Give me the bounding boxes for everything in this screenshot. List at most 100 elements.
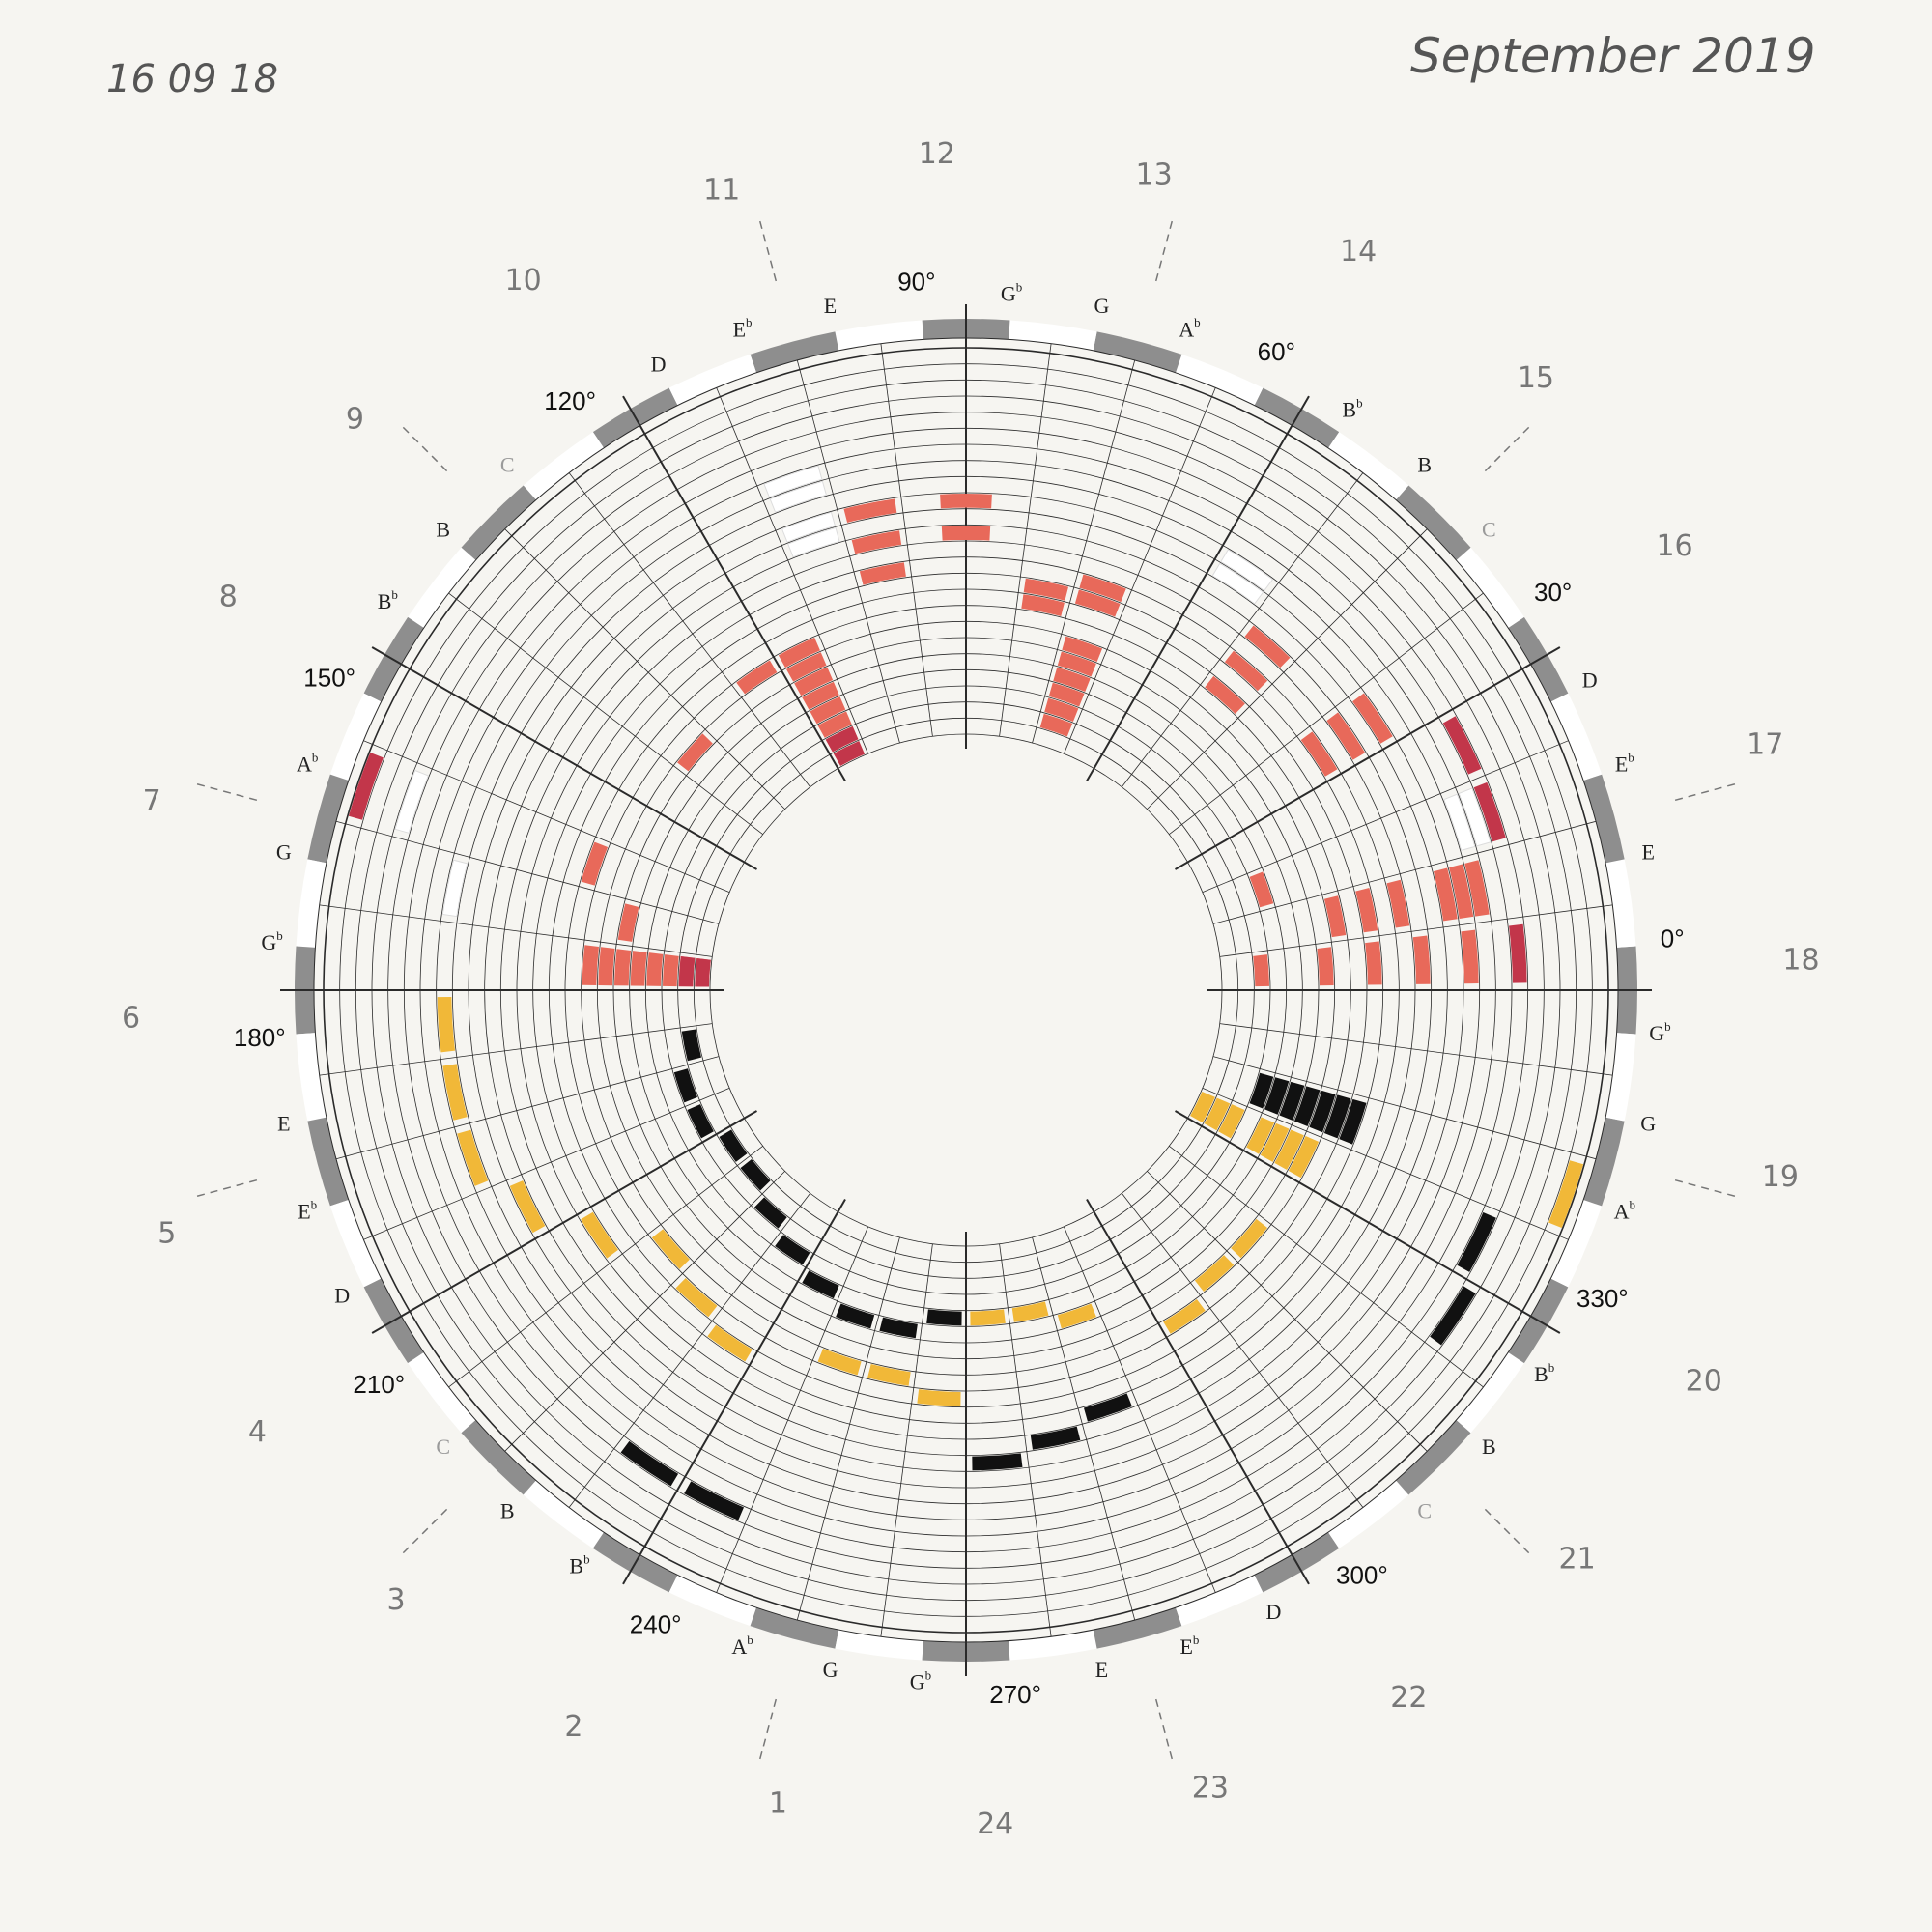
data-cell-white_mark	[1458, 787, 1492, 847]
radial-line	[796, 359, 900, 744]
data-cell-red	[1048, 682, 1085, 707]
scale-segment	[1009, 320, 1097, 351]
data-cell-red	[1079, 574, 1126, 603]
hour-label: 12	[919, 137, 955, 171]
data-cell-black	[1430, 1286, 1476, 1346]
data-cell-white_mark	[763, 465, 823, 498]
radial-line	[319, 904, 713, 957]
data-cell-yellow	[442, 1064, 468, 1121]
radial-line	[1064, 387, 1216, 754]
note-label: Gb	[910, 1667, 931, 1693]
hour-label: 1	[769, 1786, 787, 1820]
data-cell-black	[879, 1317, 918, 1339]
degree-label: 240°	[630, 1610, 682, 1639]
scale-segment	[1605, 1033, 1636, 1122]
data-cell-black	[775, 1235, 810, 1265]
radial-line	[796, 1236, 900, 1621]
note-label: Bb	[569, 1552, 589, 1578]
scale-segment	[1583, 1117, 1625, 1207]
data-cell-red	[851, 530, 902, 554]
data-cell-red	[1039, 713, 1073, 737]
note-label: Eb	[1615, 751, 1634, 777]
note-label: G	[823, 1658, 838, 1682]
date-code-label: 16 09 18	[106, 57, 278, 101]
data-cell-red	[614, 949, 632, 986]
hour-label: 24	[977, 1807, 1013, 1841]
scale-segment	[523, 432, 604, 500]
data-cell-black	[1030, 1426, 1081, 1450]
radial-line	[504, 528, 785, 810]
note-label: Bb	[1534, 1360, 1554, 1386]
data-cell-white_mark	[769, 480, 828, 513]
scale-segment	[1605, 859, 1636, 948]
note-label: Bb	[378, 587, 398, 613]
note-label: B	[1417, 453, 1432, 477]
data-cell-red	[785, 652, 827, 682]
note-label: B	[436, 517, 450, 541]
scale-segment	[750, 331, 839, 373]
major-radial-line	[1086, 1199, 1310, 1585]
note-label: Ab	[1614, 1197, 1635, 1223]
data-cell-black	[681, 1029, 702, 1062]
radial-line	[1032, 1236, 1136, 1621]
data-cells	[348, 465, 1584, 1520]
data-cell-dark_red	[825, 725, 859, 753]
note-label: C	[436, 1435, 450, 1459]
radial-line	[1147, 1171, 1428, 1452]
note-label: Bb	[1342, 395, 1362, 421]
data-cell-red	[646, 952, 664, 986]
data-cell-yellow	[675, 1277, 718, 1318]
hour-dash-line	[1674, 781, 1741, 802]
scale-segment	[1583, 774, 1625, 864]
data-cell-black	[753, 1197, 787, 1229]
scale-segment	[835, 320, 923, 351]
radial-line	[319, 1023, 713, 1076]
hour-label: 11	[703, 173, 740, 207]
hour-label: 20	[1686, 1365, 1722, 1399]
data-cell-red	[1449, 864, 1474, 919]
data-cell-red	[1074, 589, 1121, 617]
note-label: B	[500, 1498, 515, 1522]
hour-label: 22	[1390, 1681, 1427, 1715]
data-cell-black	[836, 1303, 875, 1329]
radial-line	[1219, 1023, 1613, 1076]
data-cell-yellow	[970, 1309, 1006, 1326]
data-cell-yellow	[1246, 1117, 1275, 1154]
data-cell-yellow	[1057, 1303, 1096, 1329]
data-cell-black	[972, 1453, 1023, 1471]
scale-segment	[296, 1033, 327, 1122]
major-radial-line	[622, 1199, 846, 1585]
radial-line	[1168, 592, 1484, 835]
note-label: C	[1482, 517, 1496, 541]
hour-dash-line	[1674, 1179, 1741, 1199]
data-cell-black	[1309, 1090, 1336, 1133]
data-cell-red	[1244, 625, 1291, 668]
data-cell-red	[1464, 860, 1490, 917]
data-cell-dark_red	[678, 956, 696, 987]
major-radial-line	[1086, 395, 1310, 781]
major-radial-line	[1175, 646, 1561, 870]
hour-dash-line	[191, 1179, 258, 1199]
data-cell-red	[794, 667, 834, 696]
data-cell-dark_red	[1473, 781, 1506, 842]
major-radial-line	[371, 1110, 757, 1334]
radial-line	[716, 1226, 868, 1593]
radial-line	[716, 387, 868, 754]
data-cell-red	[677, 733, 713, 772]
note-label: E	[277, 1112, 290, 1136]
data-cell-dark_red	[833, 741, 865, 766]
note-label: Eb	[298, 1197, 317, 1223]
radial-line	[999, 343, 1052, 737]
data-cell-yellow	[1190, 1092, 1215, 1123]
hour-dash-line	[1154, 1698, 1175, 1765]
data-cell-black	[1457, 1212, 1496, 1272]
degree-label: 60°	[1258, 337, 1295, 366]
data-cell-red	[1412, 935, 1431, 984]
hour-dash-line	[757, 215, 778, 282]
data-cell-red	[1062, 636, 1103, 663]
data-cell-white_mark	[781, 511, 837, 543]
scale-segment	[668, 1575, 757, 1627]
hour-dash-line	[191, 781, 258, 802]
data-cell-red	[1352, 693, 1393, 744]
data-cell-yellow	[1011, 1301, 1049, 1322]
